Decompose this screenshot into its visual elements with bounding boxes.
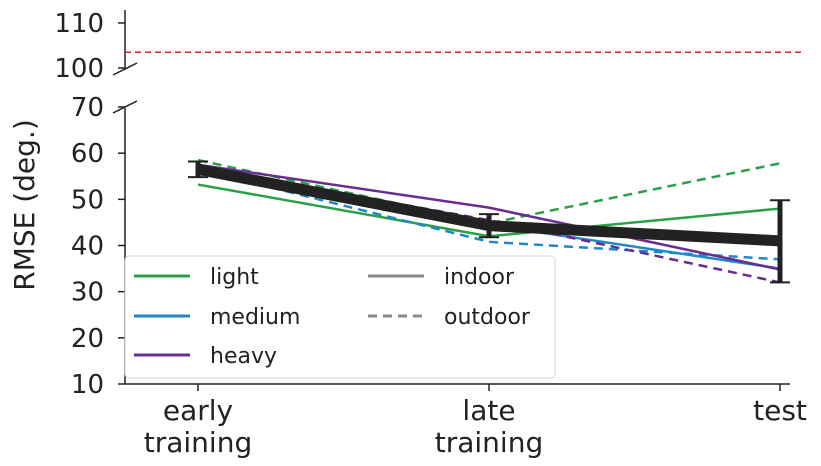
mean-layer [188,160,790,284]
y-axis-label: RMSE (deg.) [8,119,41,291]
y-tick-label: 20 [71,324,104,354]
legend-label-light: light [210,265,259,290]
y-tick-label: 100 [54,54,104,84]
x-tick-label-line: late [462,394,515,427]
y-tick-label: 50 [71,185,104,215]
y-tick-label: 30 [71,278,104,308]
x-tick-label-line: early [163,394,233,427]
legend: light medium heavy indoor outdoor [124,255,556,379]
x-tick-label: test [753,394,807,427]
legend-label-outdoor: outdoor [444,305,531,330]
series-line-heavy-indoor [197,163,781,271]
x-tick-label-line: training [435,426,543,459]
x-tick-label: late training [435,394,543,459]
x-tick-label-line: test [753,394,807,427]
x-tick-label-line: training [144,426,252,459]
axis-break-mark-upper [112,62,138,76]
x-tick-label: early training [144,394,252,459]
legend-box [124,255,556,379]
legend-label-heavy: heavy [210,344,277,369]
y-tick-label: 110 [54,9,104,39]
y-tick-label: 70 [71,93,104,123]
lower-y-axis: 10 20 30 40 50 60 70 [71,93,138,400]
legend-label-medium: medium [210,305,300,330]
upper-y-axis: 100 110 [54,9,138,84]
legend-label-indoor: indoor [444,265,515,290]
series-line-light-outdoor [197,158,781,225]
y-tick-label: 10 [71,370,104,400]
y-tick-label: 60 [71,139,104,169]
y-tick-label: 40 [71,232,104,262]
